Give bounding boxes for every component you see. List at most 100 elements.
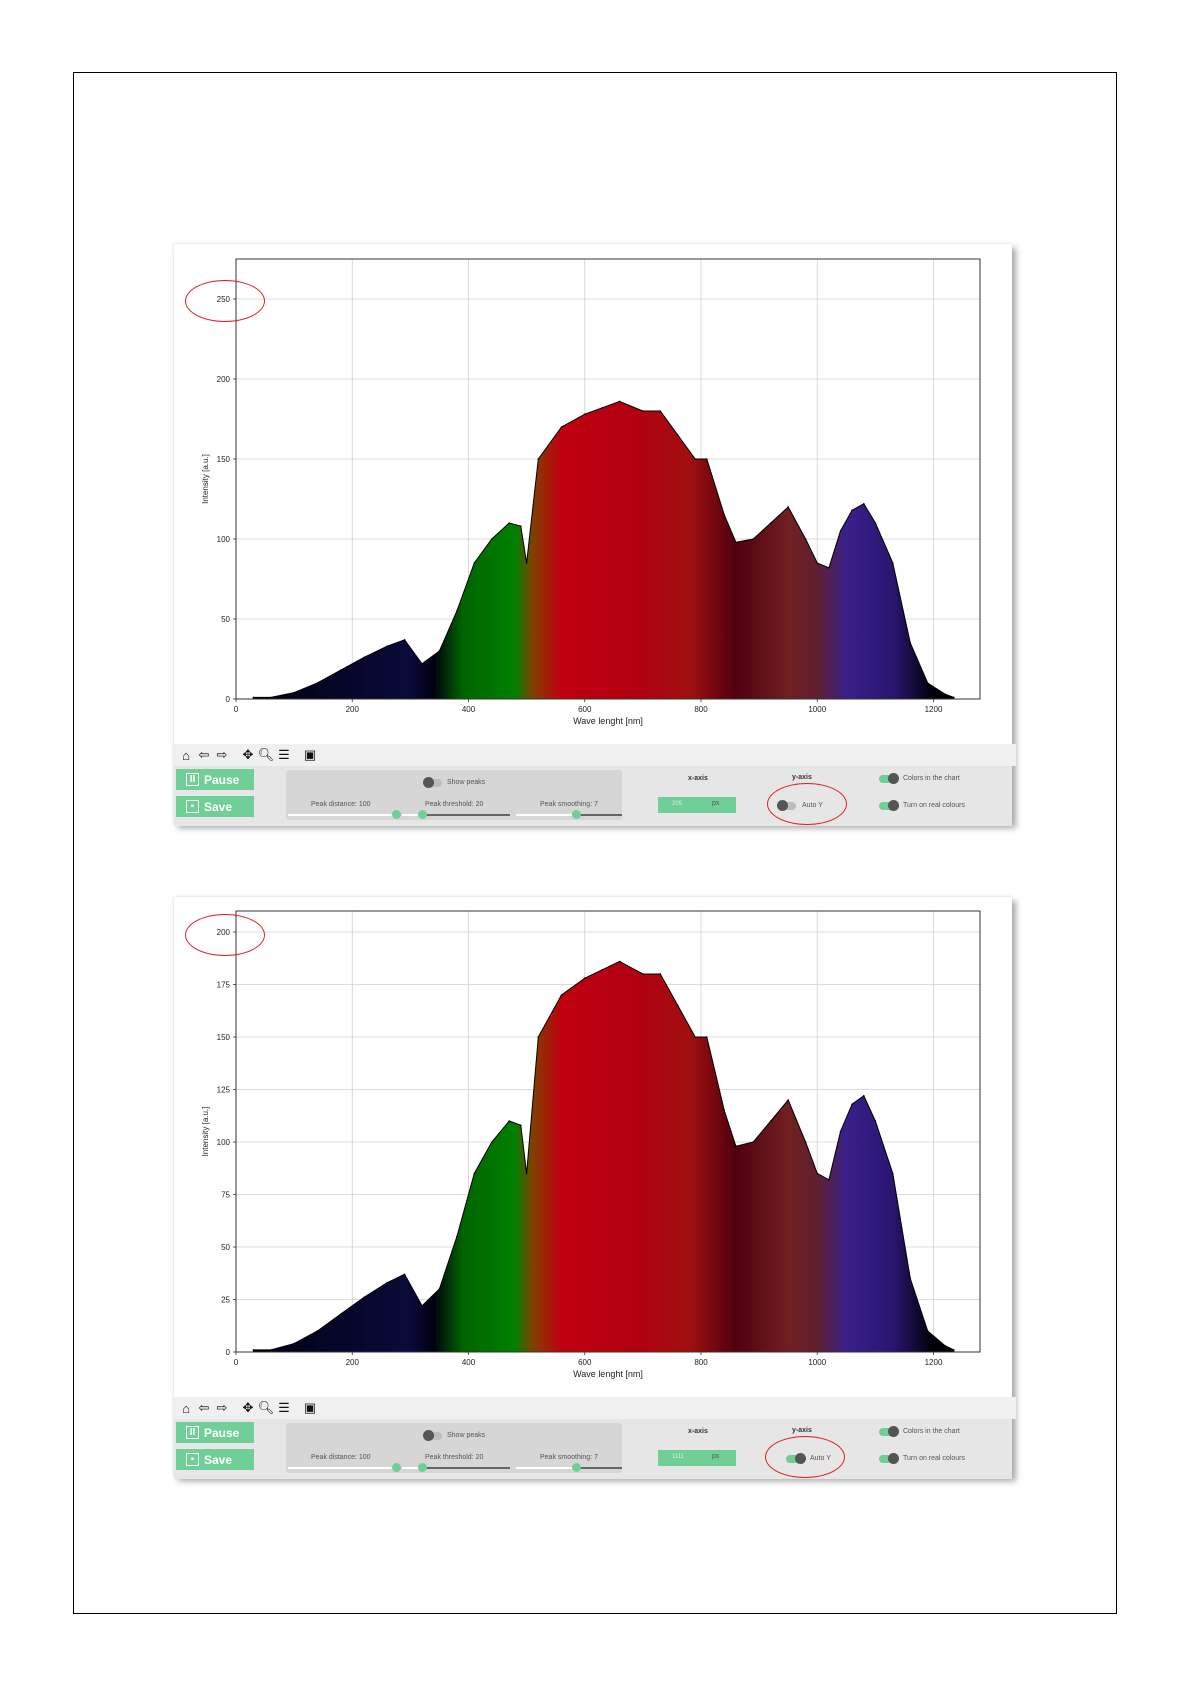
pan-move-icon[interactable]: ✥ (242, 747, 254, 762)
spectrum-area (252, 960, 955, 1353)
peak-smoothing-slider[interactable] (516, 810, 622, 819)
forward-arrow-icon[interactable]: ⇨ (216, 747, 228, 762)
y-tick-label: 50 (221, 1243, 230, 1252)
home-icon[interactable]: ⌂ (182, 1400, 190, 1416)
colors-in-chart-toggle[interactable] (879, 1426, 899, 1437)
peak-threshold-label: Peak threshold: 20 (425, 801, 484, 808)
spectrum-point (584, 977, 586, 979)
pause-button[interactable]: II Pause (176, 769, 254, 790)
spectrum-point (491, 538, 493, 540)
spectrum-point (828, 567, 830, 569)
spectrum-point (909, 642, 912, 644)
spectrum-point (677, 434, 679, 436)
save-button[interactable]: ▪ Save (176, 796, 254, 817)
spectrum-point (403, 1273, 406, 1276)
spectrum-point (525, 1172, 528, 1175)
peak-distance-label: Peak distance: 100 (311, 801, 371, 808)
configure-sliders-icon[interactable]: ☰ (278, 1400, 290, 1415)
real-colours-toggle[interactable] (879, 1453, 899, 1464)
peak-threshold-slider[interactable] (402, 1463, 510, 1472)
y-axis-label: y-axis (792, 774, 812, 781)
spectrum-point (525, 562, 528, 564)
x-tick-label: 200 (346, 705, 360, 714)
x-tick-label: 400 (462, 705, 476, 714)
spectrum-point (863, 503, 865, 505)
peak-distance-label: Peak distance: 100 (311, 1454, 371, 1461)
spectrum-point (706, 458, 708, 460)
spectrum-point (560, 426, 563, 428)
x-axis-field[interactable]: 205 px (658, 797, 736, 813)
peak-smoothing-slider[interactable] (516, 1463, 622, 1472)
control-panel: II Pause ▪ Save Show peaks Peak distance… (174, 1419, 1012, 1479)
zoom-magnifier-icon[interactable]: 🔍︎ (257, 747, 275, 762)
spectrum-point (316, 1330, 319, 1332)
peak-settings-box: Show peaks Peak distance: 100 Peak thres… (286, 770, 622, 820)
spectrum-point (363, 1296, 365, 1299)
pause-button[interactable]: II Pause (176, 1422, 254, 1443)
spectrum-point (316, 682, 319, 684)
real-colours-label: Turn on real colours (903, 1455, 965, 1462)
back-arrow-icon[interactable]: ⇦ (198, 1400, 210, 1415)
x-axis-title: Wave lenght [nm] (573, 1369, 643, 1379)
y-axis-label: y-axis (792, 1427, 812, 1434)
x-axis-title: Wave lenght [nm] (573, 716, 643, 726)
spectrum-point (508, 522, 511, 524)
spectrum-point (537, 1036, 540, 1038)
save-floppy-icon[interactable]: ▣ (303, 747, 317, 762)
pan-move-icon[interactable]: ✥ (242, 1400, 254, 1415)
spectrum-point (386, 645, 388, 647)
spectrum-point (892, 562, 894, 564)
show-peaks-label: Show peaks (447, 1432, 486, 1439)
show-peaks-toggle[interactable] (423, 777, 442, 788)
page-frame (73, 72, 1117, 1614)
real-colours-toggle[interactable] (879, 800, 899, 811)
spectrum-point (421, 1305, 423, 1307)
save-floppy-icon[interactable]: ▣ (303, 1400, 317, 1415)
x-axis-value: 205 (672, 801, 683, 807)
px-unit: px (712, 1453, 720, 1460)
spectrum-point (770, 522, 772, 524)
y-tick-label: 175 (217, 981, 231, 990)
pause-icon: II (186, 773, 199, 786)
back-arrow-icon[interactable]: ⇦ (198, 747, 210, 762)
control-panel: II Pause ▪ Save Show peaks Peak distance… (174, 766, 1012, 826)
spectrum-point (752, 1141, 755, 1143)
x-axis-field[interactable]: 1111 px (658, 1450, 736, 1466)
show-peaks-toggle[interactable] (423, 1430, 442, 1441)
x-tick-label: 600 (578, 705, 592, 714)
spectrum-point (787, 506, 789, 508)
pause-button-label: Pause (204, 772, 240, 787)
peak-distance-slider[interactable] (288, 810, 401, 819)
x-tick-label: 0 (234, 705, 239, 714)
highlight-auto-y (767, 783, 847, 825)
spectrum-point (816, 1172, 819, 1175)
forward-arrow-icon[interactable]: ⇨ (216, 1400, 228, 1415)
x-tick-label: 1200 (925, 705, 943, 714)
x-tick-label: 200 (346, 1358, 360, 1367)
zoom-magnifier-icon[interactable]: 🔍︎ (257, 1400, 275, 1415)
spectrum-point (252, 696, 255, 699)
save-button-label: Save (204, 1452, 233, 1467)
peak-distance-slider[interactable] (288, 1463, 401, 1472)
save-button[interactable]: ▪ Save (176, 1449, 254, 1470)
spectrum-point (642, 973, 644, 975)
spectrum-point (694, 458, 696, 460)
spectrum-point (851, 509, 853, 512)
spectrum-point (770, 1120, 772, 1122)
pause-icon: II (186, 1426, 199, 1439)
pause-button-label: Pause (204, 1425, 240, 1440)
spectrum-point (438, 650, 441, 652)
spectrum-point (438, 1288, 441, 1290)
spectrum-point (584, 413, 586, 415)
colors-in-chart-toggle[interactable] (879, 773, 899, 784)
spectrum-point (473, 562, 476, 564)
y-tick-label: 25 (221, 1296, 230, 1305)
x-axis-label: x-axis (688, 1428, 708, 1435)
home-icon[interactable]: ⌂ (182, 747, 190, 763)
spectrum-point (723, 514, 726, 516)
spectrum-point (659, 973, 662, 975)
peak-threshold-slider[interactable] (402, 810, 510, 819)
spectrum-point (874, 1120, 877, 1122)
configure-sliders-icon[interactable]: ☰ (278, 747, 290, 762)
plot-frame (235, 910, 981, 1353)
